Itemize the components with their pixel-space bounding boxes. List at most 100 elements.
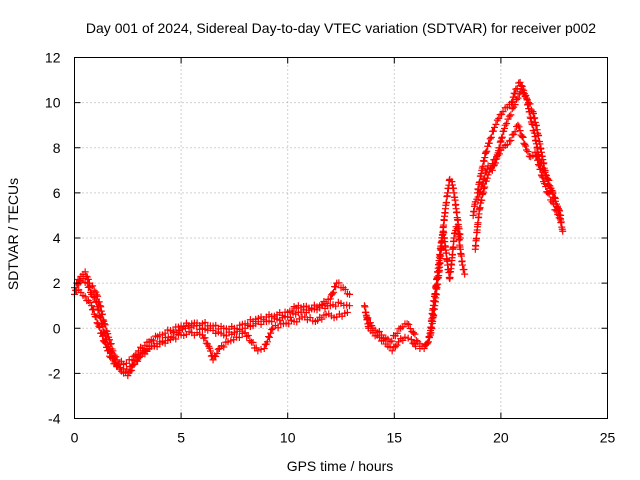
data-point-fill: [515, 123, 523, 131]
data-point-fill: [105, 336, 113, 344]
data-point: [508, 99, 516, 107]
data-point-fill: [330, 288, 338, 296]
data-point: [100, 320, 108, 328]
data-point-fill: [97, 303, 105, 311]
data-point-fill: [405, 320, 413, 328]
data-point-fill: [328, 290, 336, 298]
data-point-fill: [542, 172, 550, 180]
data-point-fill: [507, 136, 515, 144]
data-point-fill: [503, 141, 511, 149]
data-point-fill: [481, 154, 489, 162]
y-tick-label: -4: [48, 411, 61, 427]
data-point-fill: [541, 169, 549, 177]
data-point: [501, 121, 509, 129]
data-point-fill: [266, 333, 274, 341]
data-point: [407, 336, 415, 344]
data-point: [488, 166, 496, 174]
data-point-fill: [443, 198, 451, 206]
data-point-fill: [494, 152, 502, 160]
data-point-fill: [524, 148, 532, 156]
data-point-fill: [508, 105, 516, 113]
data-point-fill: [516, 127, 524, 135]
data-point: [482, 148, 490, 156]
data-point-fill: [533, 121, 541, 129]
data-point-fill: [128, 362, 136, 370]
data-point-fill: [252, 344, 260, 352]
data-point-fill: [503, 120, 511, 128]
data-point-fill: [222, 332, 230, 340]
data-point: [346, 290, 354, 298]
data-point-fill: [492, 159, 500, 167]
data-point-fill: [88, 306, 96, 314]
x-tick-label: 25: [600, 430, 616, 446]
data-point: [518, 132, 526, 140]
data-point: [495, 114, 503, 122]
data-point-fill: [101, 321, 109, 329]
data-point-fill: [95, 298, 103, 306]
y-tick-label: 12: [45, 50, 61, 66]
data-point-fill: [404, 334, 412, 342]
data-point: [544, 189, 552, 197]
data-point-fill: [212, 321, 220, 329]
data-point-fill: [530, 129, 538, 137]
data-point: [491, 123, 499, 131]
data-point: [535, 155, 543, 163]
data-point-fill: [105, 347, 113, 355]
data-point: [557, 211, 565, 219]
data-point: [422, 340, 430, 348]
data-point-fill: [149, 337, 157, 345]
data-point: [113, 363, 121, 371]
data-point: [493, 155, 501, 163]
data-point: [476, 189, 484, 197]
data-point-fill: [96, 324, 104, 332]
data-point-fill: [434, 280, 442, 288]
y-tick-label: 10: [45, 95, 61, 111]
data-point: [363, 313, 371, 321]
data-point-fill: [274, 324, 282, 332]
data-point-fill: [108, 354, 116, 362]
data-point-fill: [476, 188, 484, 196]
data-point: [459, 261, 467, 269]
data-point: [81, 293, 89, 301]
data-point: [343, 308, 351, 316]
data-point-fill: [460, 265, 468, 273]
data-point: [518, 85, 526, 93]
data-point-fill: [478, 164, 486, 172]
data-point-fill: [513, 96, 521, 104]
data-point: [409, 329, 417, 337]
data-point-fill: [498, 134, 506, 142]
data-point: [559, 227, 567, 235]
data-point: [514, 121, 522, 129]
data-point-fill: [511, 128, 519, 136]
data-point-fill: [391, 343, 399, 351]
data-point-fill: [520, 86, 528, 94]
data-point-fill: [90, 287, 98, 295]
data-point-fill: [207, 347, 215, 355]
data-point: [514, 94, 522, 102]
data-point-fill: [364, 314, 372, 322]
data-point-fill: [92, 313, 100, 321]
data-point-fill: [483, 165, 491, 173]
data-point-fill: [481, 174, 489, 182]
data-point-fill: [89, 282, 97, 290]
data-point-fill: [172, 335, 180, 343]
data-point-fill: [393, 341, 401, 349]
data-point-fill: [95, 322, 103, 330]
data-point: [548, 187, 556, 195]
data-point-fill: [99, 332, 107, 340]
data-point-fill: [493, 116, 501, 124]
data-point: [254, 347, 262, 355]
data-point: [134, 347, 142, 355]
data-point-fill: [483, 147, 491, 155]
data-point: [401, 333, 409, 341]
y-tick-label: 2: [53, 275, 61, 291]
data-point-fill: [388, 337, 396, 345]
data-point-fill: [97, 307, 105, 315]
data-point-fill: [335, 279, 343, 287]
data-point: [516, 78, 524, 86]
data-point-fill: [87, 283, 95, 291]
data-point: [456, 234, 464, 242]
data-point-fill: [104, 330, 112, 338]
data-point-fill: [412, 336, 420, 344]
data-point: [527, 114, 535, 122]
